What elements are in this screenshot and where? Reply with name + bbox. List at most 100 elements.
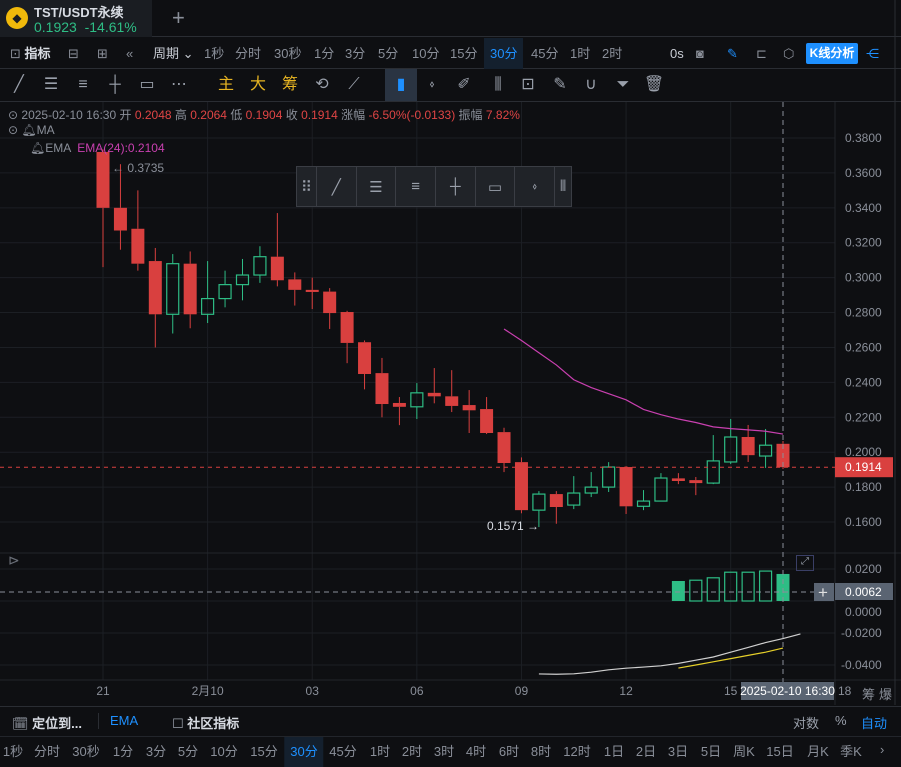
candle-body bbox=[758, 444, 773, 457]
period-8[interactable]: 30分 bbox=[484, 38, 524, 69]
horizontal-lines-icon[interactable]: ≡ bbox=[78, 76, 88, 93]
period-7[interactable]: 15分 bbox=[450, 46, 478, 61]
timeframe-4[interactable]: 3分 bbox=[145, 744, 167, 759]
rewind-icon[interactable]: « bbox=[126, 46, 134, 61]
collapse-icon[interactable]: ⊙ bbox=[8, 108, 19, 122]
add-tab-button[interactable]: + bbox=[172, 5, 185, 30]
trend-line-icon[interactable]: ╱ bbox=[14, 76, 24, 93]
burst-toggle[interactable]: 爆 bbox=[879, 687, 893, 702]
timeframe-0[interactable]: 1秒 bbox=[2, 744, 24, 759]
candle bbox=[758, 428, 773, 468]
chevron-right-icon[interactable]: › bbox=[880, 742, 885, 757]
price-tick-label: 0.3800 bbox=[845, 131, 882, 145]
timeframe-22[interactable]: 15日 bbox=[766, 744, 794, 759]
period-9[interactable]: 45分 bbox=[531, 46, 559, 61]
note-icon[interactable]: ✎ bbox=[553, 76, 567, 93]
timeframe-19[interactable]: 3日 bbox=[667, 744, 689, 759]
filter-icon[interactable]: ⏷ bbox=[616, 76, 630, 93]
percent-scale-button[interactable]: % bbox=[835, 713, 847, 728]
pencil-icon[interactable]: ✎ bbox=[727, 46, 738, 61]
log-scale-button[interactable]: 对数 bbox=[793, 716, 820, 731]
horizontal-lines-icon[interactable]: ≡ bbox=[396, 167, 436, 206]
ruler-icon[interactable]: ⬫ bbox=[429, 76, 435, 93]
freehand-icon[interactable]: ✐ bbox=[457, 76, 471, 93]
timeframe-1[interactable]: 分时 bbox=[33, 744, 61, 759]
lock-icon[interactable]: ⊡ bbox=[521, 76, 535, 93]
chips-button[interactable]: 筹 bbox=[281, 76, 298, 93]
add-window-icon[interactable]: ⊏ bbox=[756, 46, 767, 61]
period-11[interactable]: 2时 bbox=[602, 46, 623, 61]
timeframe-21[interactable]: 周K bbox=[733, 744, 755, 759]
candle-body bbox=[323, 291, 337, 314]
price-tick-label: 0.2400 bbox=[845, 375, 882, 389]
horizontal-line-icon[interactable]: ┼ bbox=[109, 76, 121, 93]
auto-scale-button[interactable]: 自动 bbox=[861, 716, 888, 731]
timeframe-23[interactable]: 月K bbox=[807, 744, 829, 759]
layout-icon[interactable]: ⊟ bbox=[68, 46, 79, 61]
horizontal-line-icon[interactable]: ┼ bbox=[436, 167, 476, 206]
kline-analysis-button[interactable]: K线分析 bbox=[806, 43, 858, 64]
sync-draw-icon[interactable]: ⟲ bbox=[315, 76, 329, 93]
timeframe-16[interactable]: 12时 bbox=[563, 744, 591, 759]
timeframe-10[interactable]: 1时 bbox=[369, 744, 391, 759]
more-icon[interactable]: ⦀ bbox=[559, 178, 567, 195]
main-force-button[interactable]: 主 bbox=[217, 76, 234, 93]
period-1[interactable]: 分时 bbox=[235, 46, 262, 61]
ema-legend[interactable]: 🔔︎EMA EMA(24):0.2104 bbox=[30, 141, 165, 155]
expand-pane-icon[interactable]: ⊳ bbox=[8, 552, 20, 568]
period-3[interactable]: 1分 bbox=[314, 46, 335, 61]
timeframe-6[interactable]: 10分 bbox=[210, 744, 238, 759]
symbol-tab[interactable]: ◆ TST/USDT永续 0.1923 -14.61% bbox=[0, 0, 152, 37]
timeframe-24[interactable]: 季K bbox=[840, 744, 862, 759]
timeframe-11[interactable]: 2时 bbox=[401, 744, 423, 759]
timeframe-8[interactable]: 30分 bbox=[284, 737, 324, 767]
period-6[interactable]: 10分 bbox=[412, 46, 440, 61]
ruler-icon[interactable]: ⬫ bbox=[515, 167, 556, 206]
timeframe-15[interactable]: 8时 bbox=[530, 744, 552, 759]
period-2[interactable]: 30秒 bbox=[274, 46, 302, 61]
candle bbox=[584, 472, 598, 498]
settings-icon[interactable]: ⬡ bbox=[783, 46, 795, 61]
timeframe-5[interactable]: 5分 bbox=[177, 744, 199, 759]
locate-button[interactable]: 🗓︎ 定位到... bbox=[12, 713, 82, 732]
grid-icon[interactable]: ⊞ bbox=[97, 46, 108, 61]
timeframe-17[interactable]: 1日 bbox=[603, 744, 625, 759]
drag-handle-icon[interactable]: ⠿ bbox=[297, 167, 317, 206]
collapse-icon[interactable]: ⊙ bbox=[8, 123, 19, 137]
parallel-channel-icon[interactable]: ☰ bbox=[43, 76, 59, 93]
timeframe-20[interactable]: 5日 bbox=[700, 744, 722, 759]
trash-icon[interactable]: 🗑 bbox=[643, 76, 665, 93]
timeframe-18[interactable]: 2日 bbox=[635, 744, 657, 759]
big-order-button[interactable]: 大 bbox=[249, 76, 266, 93]
share-icon[interactable]: ⋲ bbox=[866, 46, 879, 61]
candles-icon[interactable]: ⫼ bbox=[494, 76, 502, 93]
hide-drawings-icon[interactable]: ⟋ bbox=[348, 76, 360, 93]
magnet-icon[interactable]: ∪ bbox=[585, 76, 597, 93]
period-5[interactable]: 5分 bbox=[378, 46, 399, 61]
ema-indicator-button[interactable]: EMA bbox=[110, 713, 139, 728]
timeframe-12[interactable]: 3时 bbox=[433, 744, 455, 759]
rectangle-icon[interactable]: ▭ bbox=[139, 76, 155, 93]
trend-line-icon[interactable]: ╱ bbox=[317, 167, 357, 206]
chips-toggle[interactable]: 筹 bbox=[862, 687, 876, 702]
parallel-channel-icon[interactable]: ☰ bbox=[357, 167, 397, 206]
rectangle-icon[interactable]: ▭ bbox=[476, 167, 516, 206]
timeframe-13[interactable]: 4时 bbox=[465, 744, 487, 759]
period-0[interactable]: 1秒 bbox=[204, 46, 225, 61]
period-dropdown[interactable]: 周期 ⌄ bbox=[153, 38, 194, 69]
timeframe-9[interactable]: 45分 bbox=[329, 744, 357, 759]
more-icon[interactable]: ⋯ bbox=[171, 76, 187, 93]
ma-legend[interactable]: ⊙ 🔔︎MA bbox=[8, 123, 55, 137]
period-10[interactable]: 1时 bbox=[570, 46, 591, 61]
community-indicators-button[interactable]: ☐ 社区指标 bbox=[172, 713, 239, 732]
change-label: 涨幅 bbox=[341, 108, 366, 122]
timeframe-3[interactable]: 1分 bbox=[112, 744, 134, 759]
camera-icon[interactable]: ◙ bbox=[696, 46, 704, 61]
timeframe-7[interactable]: 15分 bbox=[250, 744, 278, 759]
indicators-button[interactable]: ⊡ 指标 bbox=[10, 38, 51, 69]
period-4[interactable]: 3分 bbox=[345, 46, 366, 61]
timeframe-2[interactable]: 30秒 bbox=[72, 744, 100, 759]
bookmark-icon[interactable]: ▮ bbox=[385, 69, 417, 101]
maximize-pane-icon[interactable]: ⤢ bbox=[796, 555, 814, 571]
timeframe-14[interactable]: 6时 bbox=[498, 744, 520, 759]
